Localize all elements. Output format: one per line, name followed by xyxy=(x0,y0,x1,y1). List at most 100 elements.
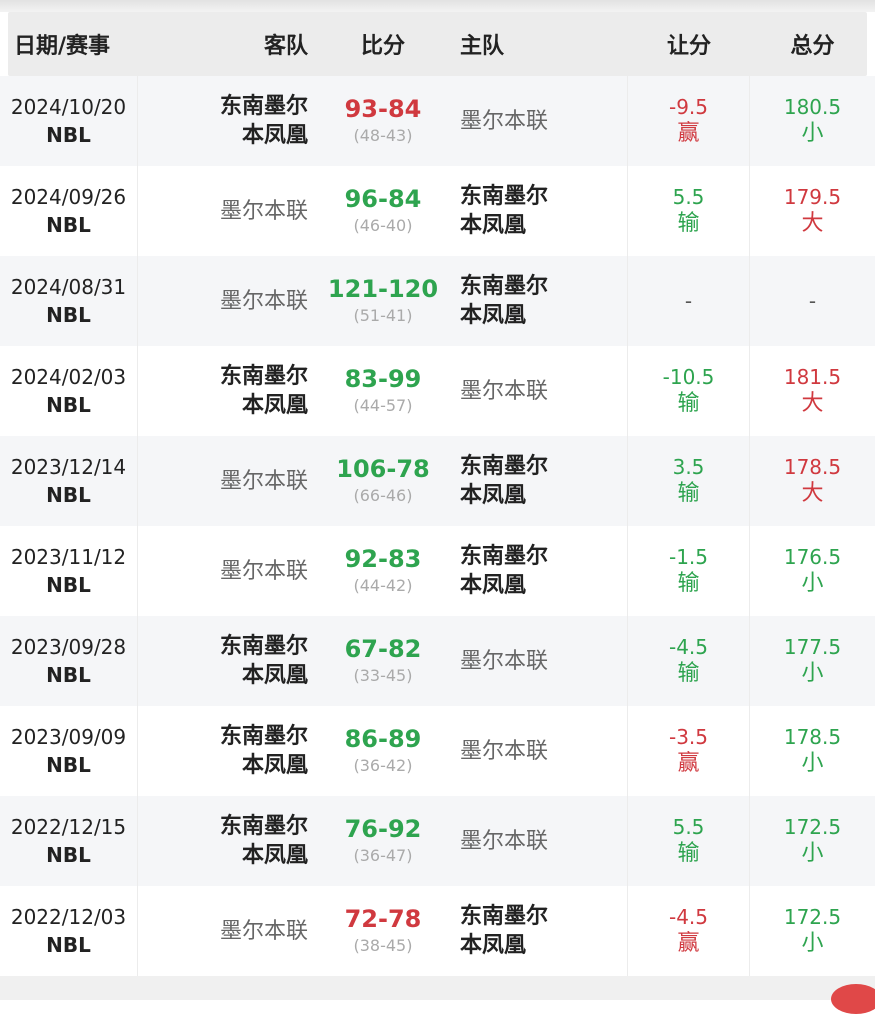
away-team-name[interactable]: 墨尔本联 xyxy=(219,918,308,944)
home-team-name[interactable]: 东南墨尔 xyxy=(460,544,549,569)
table-row[interactable]: 2024/10/20 NBL 东南墨尔 本凤凰 93-84 (48-43) 墨尔本联 -9.5… xyxy=(0,76,875,166)
league-name: NBL xyxy=(46,303,91,327)
away-team-cell[interactable]: 东南墨尔本凤凰 xyxy=(138,346,318,436)
home-team-name[interactable]: 东南墨尔 xyxy=(460,454,549,479)
home-team-cell[interactable]: 墨尔本联 xyxy=(448,706,628,796)
header-score: 比分 xyxy=(318,12,448,76)
score-cell: 92-83 (44-42) xyxy=(318,526,448,616)
final-score: 86-89 xyxy=(344,725,422,753)
league-name: NBL xyxy=(46,573,91,597)
match-date: 2023/09/09 xyxy=(10,725,127,749)
total-value: 178.5 xyxy=(783,455,842,479)
away-team-name[interactable]: 本凤凰 xyxy=(241,123,308,148)
handicap-cell: -9.5 赢 xyxy=(628,76,750,166)
handicap-cell: -10.5 输 xyxy=(628,346,750,436)
home-team-name[interactable]: 墨尔本联 xyxy=(460,738,549,764)
away-team-name[interactable]: 东南墨尔 xyxy=(219,634,308,659)
table-row[interactable]: 2024/08/31 NBL 墨尔本联 121-120 (51-41) 东南墨尔 本凤凰 - - xyxy=(0,256,875,346)
total-cell: 180.5 小 xyxy=(750,76,875,166)
total-value: 178.5 xyxy=(783,725,842,749)
away-team-name[interactable]: 东南墨尔 xyxy=(219,364,308,389)
table-row[interactable]: 2022/12/03 NBL 墨尔本联 72-78 (38-45) 东南墨尔 本凤凰 -4.5… xyxy=(0,886,875,976)
header-date: 日期/赛事 xyxy=(0,12,138,76)
table-row[interactable]: 2022/12/15 NBL 东南墨尔 本凤凰 76-92 (36-47) 墨尔本联 5.5 输… xyxy=(0,796,875,886)
home-team-name[interactable]: 东南墨尔 xyxy=(460,904,549,929)
home-team-cell[interactable]: 墨尔本联 xyxy=(448,76,628,166)
home-team-name[interactable]: 本凤凰 xyxy=(460,573,527,598)
away-team-cell[interactable]: 东南墨尔本凤凰 xyxy=(138,706,318,796)
header-away-label: 客队 xyxy=(263,34,308,59)
away-team-name[interactable]: 墨尔本联 xyxy=(219,198,308,224)
date-cell: 2023/09/09 NBL xyxy=(0,706,138,796)
date-cell: 2023/11/12 NBL xyxy=(0,526,138,616)
home-team-cell[interactable]: 东南墨尔 本凤凰 xyxy=(448,886,628,976)
match-date: 2024/09/26 xyxy=(10,185,127,209)
home-team-cell[interactable]: 东南墨尔 本凤凰 xyxy=(448,526,628,616)
home-team-cell[interactable]: 东南墨尔 本凤凰 xyxy=(448,256,628,346)
home-team-name[interactable]: 本凤凰 xyxy=(460,303,527,328)
away-team-cell[interactable]: 墨尔本联 xyxy=(138,526,318,616)
handicap-cell: -3.5 赢 xyxy=(628,706,750,796)
home-team-name[interactable]: 墨尔本联 xyxy=(460,378,549,404)
score-cell: 121-120 (51-41) xyxy=(318,256,448,346)
away-team-name[interactable]: 东南墨尔 xyxy=(219,814,308,839)
home-team-cell[interactable]: 东南墨尔 本凤凰 xyxy=(448,436,628,526)
away-team-name[interactable]: 墨尔本联 xyxy=(219,468,308,494)
date-cell: 2022/12/15 NBL xyxy=(0,796,138,886)
away-team-cell[interactable]: 墨尔本联 xyxy=(138,436,318,526)
score-cell: 72-78 (38-45) xyxy=(318,886,448,976)
home-team-cell[interactable]: 墨尔本联 xyxy=(448,796,628,886)
table-row[interactable]: 2023/09/28 NBL 东南墨尔 本凤凰 67-82 (33-45) 墨尔本联 -4.5… xyxy=(0,616,875,706)
total-cell: 172.5 小 xyxy=(750,886,875,976)
away-team-name[interactable]: 本凤凰 xyxy=(241,753,308,778)
table-row[interactable]: 2024/09/26 NBL 墨尔本联 96-84 (46-40) 东南墨尔 本凤凰 5.5 输… xyxy=(0,166,875,256)
handicap-value: - xyxy=(684,289,693,313)
header-away: 客队 xyxy=(138,12,318,76)
home-team-cell[interactable]: 东南墨尔 本凤凰 xyxy=(448,166,628,256)
away-team-name[interactable]: 本凤凰 xyxy=(241,663,308,688)
home-team-name[interactable]: 东南墨尔 xyxy=(460,274,549,299)
league-name: NBL xyxy=(46,213,91,237)
away-team-cell[interactable]: 墨尔本联 xyxy=(138,886,318,976)
table-row[interactable]: 2023/11/12 NBL 墨尔本联 92-83 (44-42) 东南墨尔 本凤凰 -1.5… xyxy=(0,526,875,616)
table-row[interactable]: 2024/02/03 NBL 东南墨尔 本凤凰 83-99 (44-57) 墨尔本联 -10.… xyxy=(0,346,875,436)
home-team-name[interactable]: 东南墨尔 xyxy=(460,184,549,209)
match-date: 2022/12/03 xyxy=(10,905,127,929)
total-value: 177.5 xyxy=(783,635,842,659)
handicap-result: 输 xyxy=(677,391,700,416)
away-team-name[interactable]: 墨尔本联 xyxy=(219,288,308,314)
handicap-result: 输 xyxy=(677,841,700,866)
handicap-value: 3.5 xyxy=(672,455,705,479)
total-cell: 172.5 小 xyxy=(750,796,875,886)
home-team-cell[interactable]: 墨尔本联 xyxy=(448,346,628,436)
final-score: 76-92 xyxy=(344,815,422,843)
away-team-name[interactable]: 东南墨尔 xyxy=(219,94,308,119)
league-name: NBL xyxy=(46,663,91,687)
total-result: 大 xyxy=(801,391,824,416)
home-team-name[interactable]: 墨尔本联 xyxy=(460,648,549,674)
away-team-name[interactable]: 本凤凰 xyxy=(241,843,308,868)
home-team-cell[interactable]: 墨尔本联 xyxy=(448,616,628,706)
handicap-result: 赢 xyxy=(677,931,700,956)
away-team-cell[interactable]: 东南墨尔本凤凰 xyxy=(138,76,318,166)
table-row[interactable]: 2023/12/14 NBL 墨尔本联 106-78 (66-46) 东南墨尔 本凤凰 3.5… xyxy=(0,436,875,526)
away-team-cell[interactable]: 东南墨尔本凤凰 xyxy=(138,616,318,706)
home-team-name[interactable]: 墨尔本联 xyxy=(460,108,549,134)
away-team-name[interactable]: 墨尔本联 xyxy=(219,558,308,584)
away-team-cell[interactable]: 东南墨尔本凤凰 xyxy=(138,796,318,886)
away-team-cell[interactable]: 墨尔本联 xyxy=(138,166,318,256)
header-total: 总分 xyxy=(750,12,875,76)
away-team-name[interactable]: 本凤凰 xyxy=(241,393,308,418)
total-result: 小 xyxy=(801,121,824,146)
home-team-name[interactable]: 本凤凰 xyxy=(460,213,527,238)
away-team-name[interactable]: 东南墨尔 xyxy=(219,724,308,749)
away-team-cell[interactable]: 墨尔本联 xyxy=(138,256,318,346)
handicap-value: -3.5 xyxy=(668,725,709,749)
handicap-result: 赢 xyxy=(677,751,700,776)
table-row[interactable]: 2023/09/09 NBL 东南墨尔 本凤凰 86-89 (36-42) 墨尔本联 -3.5… xyxy=(0,706,875,796)
home-team-name[interactable]: 墨尔本联 xyxy=(460,828,549,854)
home-team-name[interactable]: 本凤凰 xyxy=(460,483,527,508)
date-cell: 2024/10/20 NBL xyxy=(0,76,138,166)
total-cell: 178.5 大 xyxy=(750,436,875,526)
home-team-name[interactable]: 本凤凰 xyxy=(460,933,527,958)
